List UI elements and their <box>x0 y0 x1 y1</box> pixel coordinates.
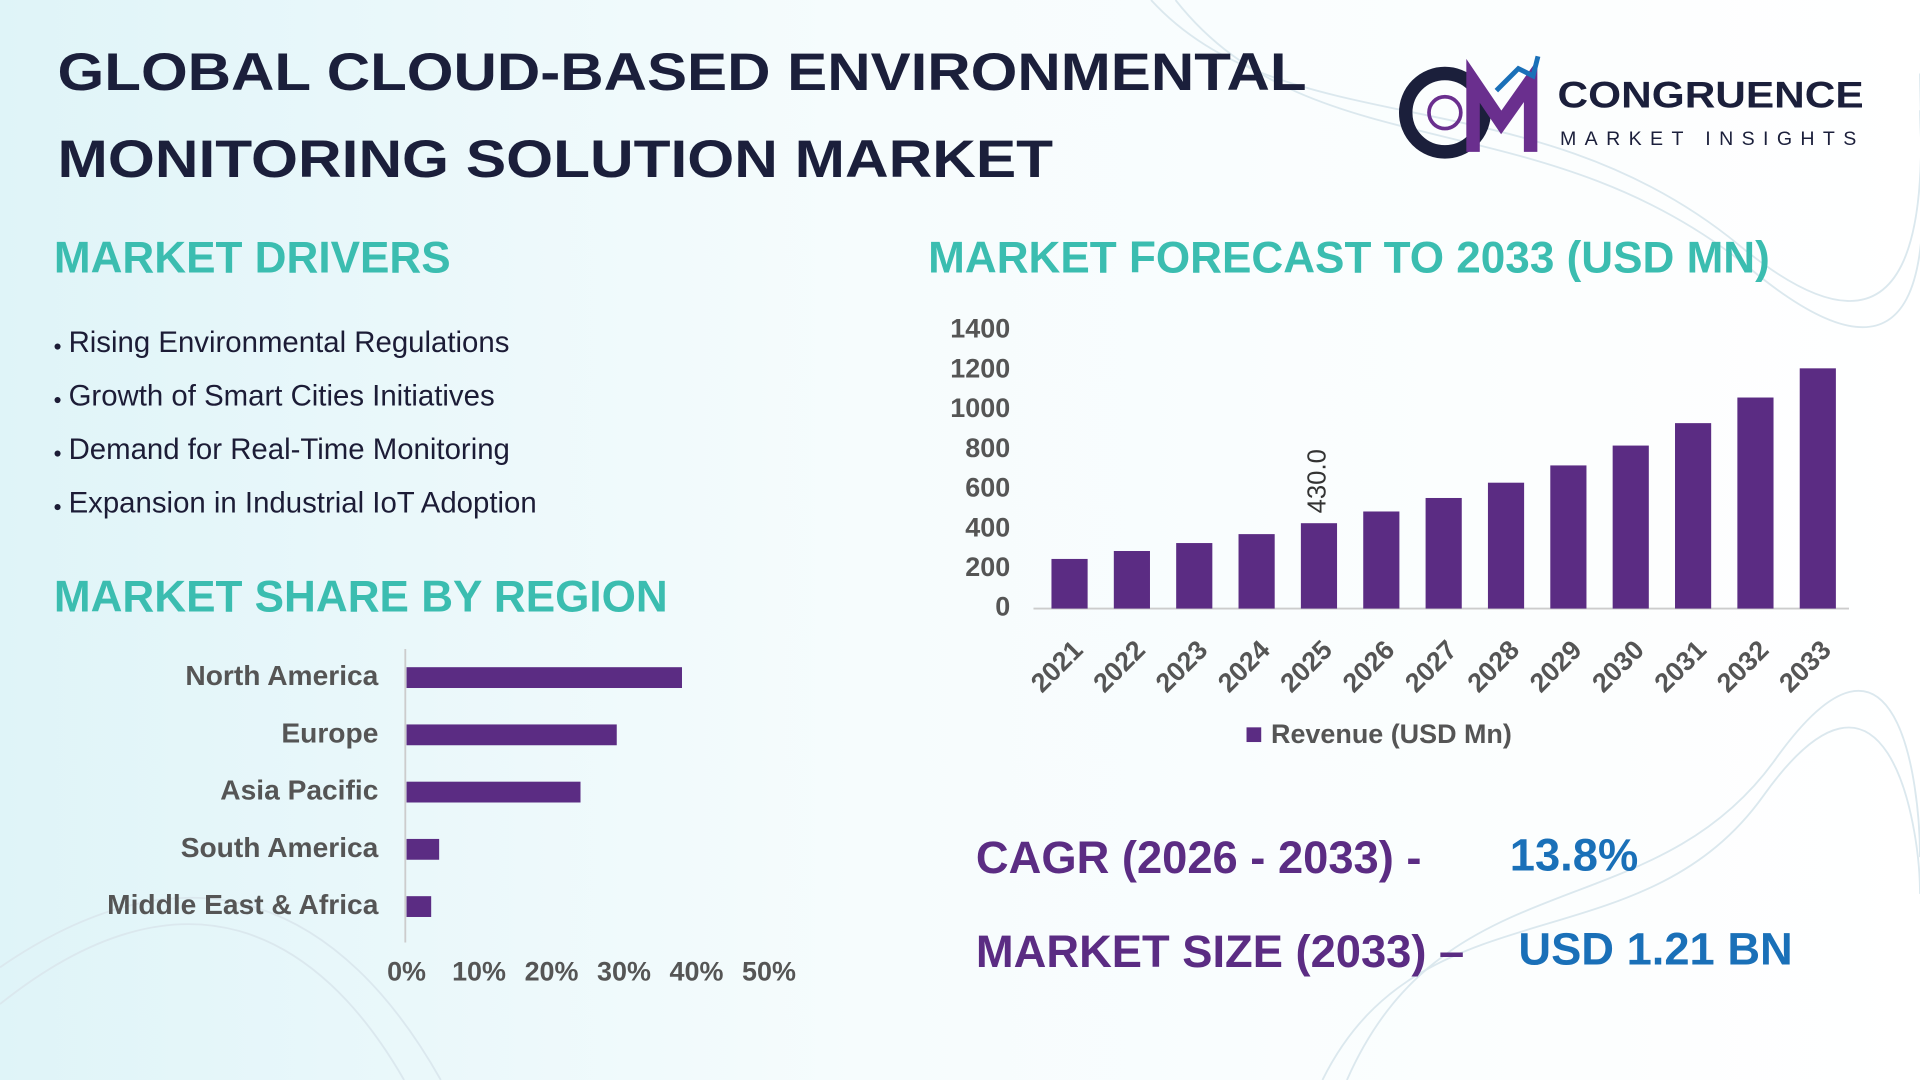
size-value: USD 1.21 BN <box>1518 924 1792 975</box>
driver-item: Growth of Smart Cities Initiatives <box>69 379 495 412</box>
chart-title: MARKET FORECAST TO 2033 (USD MN) <box>928 233 1770 282</box>
bar <box>1487 482 1525 609</box>
bullet <box>54 504 61 511</box>
bar <box>406 667 682 689</box>
y-tick-label: 1200 <box>950 353 1010 383</box>
bar <box>1737 397 1774 609</box>
title-line: MONITORING SOLUTION MARKET <box>58 130 1054 189</box>
cagr-value: 13.8% <box>1510 829 1638 880</box>
section-title: MARKET DRIVERS <box>54 233 451 282</box>
bar <box>406 896 432 917</box>
bar <box>1238 534 1275 609</box>
bar <box>1300 523 1338 609</box>
x-tick-label: 50% <box>742 957 796 987</box>
y-tick-label: 0 <box>995 592 1010 622</box>
x-tick-label: 40% <box>670 957 724 987</box>
title-line: GLOBAL CLOUD-BASED ENVIRONMENTAL <box>58 43 1307 102</box>
bar <box>1363 511 1400 609</box>
x-tick-label: 20% <box>525 957 579 987</box>
chart-title: MARKET SHARE BY REGION <box>54 573 668 622</box>
bar <box>1425 497 1462 609</box>
bar <box>1550 465 1587 609</box>
bullet <box>54 343 61 350</box>
logo-name: CONGRUENCE <box>1558 75 1864 116</box>
bar <box>406 781 581 803</box>
y-tick-label: South America <box>181 832 379 863</box>
y-tick-label: 200 <box>965 552 1010 582</box>
data-label: 430.0 <box>1304 449 1332 513</box>
driver-item: Rising Environmental Regulations <box>69 326 510 359</box>
x-tick-label: 0% <box>387 957 426 987</box>
y-tick-label: 1400 <box>950 314 1010 344</box>
bullet <box>54 450 61 457</box>
y-tick-label: 800 <box>965 433 1010 463</box>
size-label: MARKET SIZE (2033) – <box>976 926 1464 977</box>
bullet <box>54 396 61 404</box>
x-tick-label: 30% <box>597 957 651 987</box>
bar <box>406 724 617 746</box>
logo-tagline: MARKET INSIGHTS <box>1560 128 1861 150</box>
y-tick-label: Middle East & Africa <box>107 889 379 920</box>
drivers-list: Rising Environmental Regulations Growth o… <box>54 326 537 519</box>
bar <box>1176 543 1213 609</box>
y-tick-label: Europe <box>281 717 378 748</box>
bar <box>1799 368 1836 609</box>
bar <box>1113 550 1150 609</box>
legend-label: Revenue (USD Mn) <box>1271 719 1512 749</box>
y-tick-label: Asia Pacific <box>220 775 378 806</box>
driver-item: Demand for Real-Time Monitoring <box>69 433 510 466</box>
driver-item: Expansion in Industrial IoT Adoption <box>69 486 537 519</box>
bar <box>1612 445 1649 609</box>
x-tick-label: 10% <box>452 957 506 987</box>
bar <box>406 838 440 860</box>
legend-swatch <box>1246 727 1262 743</box>
y-tick-label: North America <box>185 660 378 691</box>
bar <box>1675 423 1712 609</box>
bar <box>1051 558 1088 609</box>
y-tick-label: 600 <box>965 473 1010 503</box>
y-tick-label: 400 <box>965 512 1010 542</box>
y-tick-label: 1000 <box>950 393 1010 423</box>
cagr-label: CAGR (2026 - 2033) - <box>976 832 1422 883</box>
logo: CONGRUENCE MARKET INSIGHTS <box>1398 55 1864 159</box>
